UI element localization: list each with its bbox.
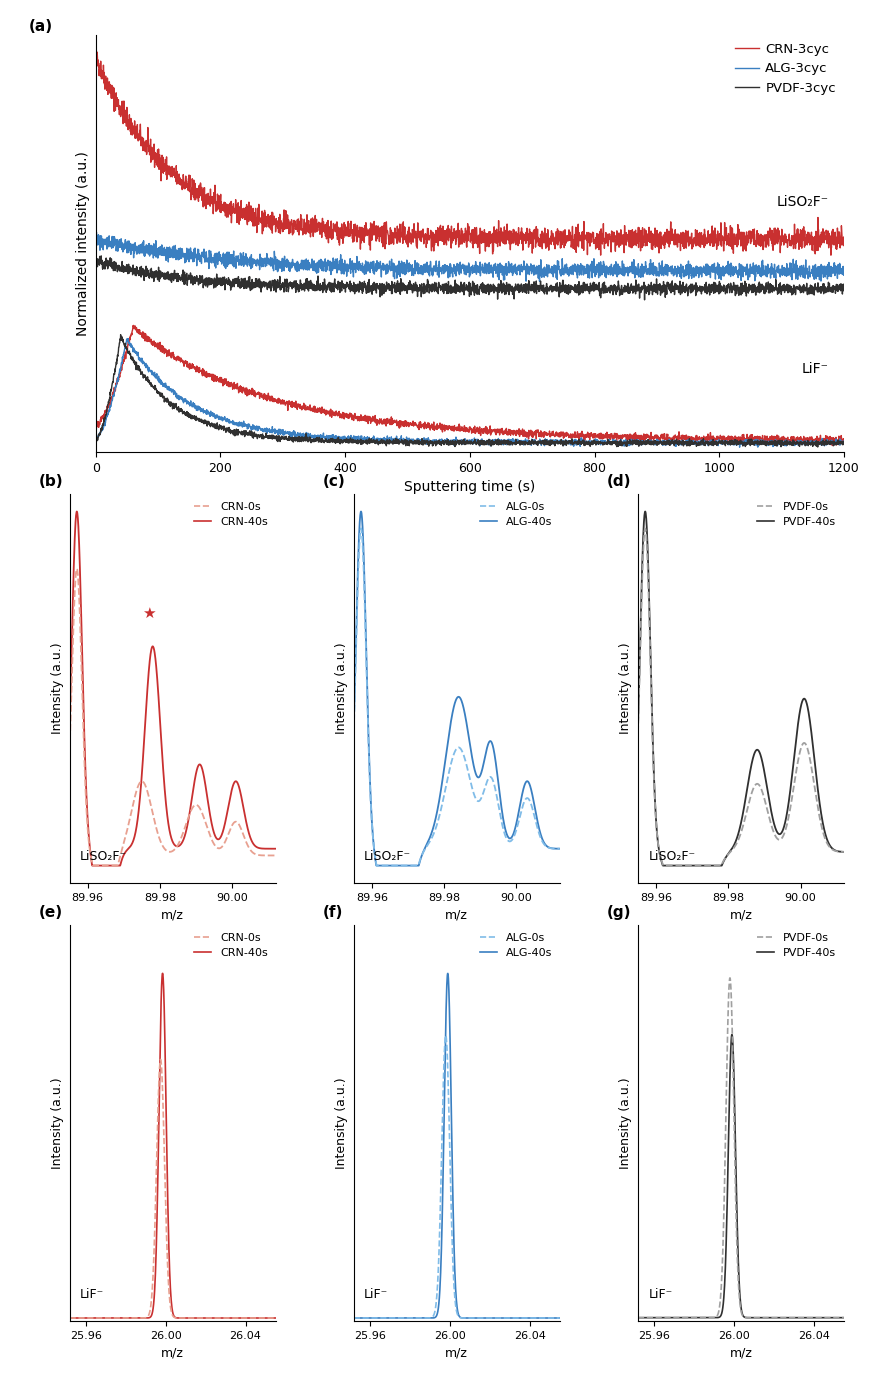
CRN-3cyc [377, 238, 388, 255]
Text: (e): (e) [38, 906, 63, 919]
Text: (f): (f) [322, 906, 343, 919]
ALG-3cyc [176, 242, 186, 259]
Text: LiSO₂F⁻: LiSO₂F⁻ [363, 850, 411, 862]
Text: (d): (d) [607, 474, 631, 490]
X-axis label: Sputtering time (s): Sputtering time (s) [404, 480, 534, 494]
CRN-3cyc [90, 46, 101, 63]
PVDF-3cyc [96, 248, 106, 264]
Text: (a): (a) [29, 18, 52, 33]
PVDF-3cyc [90, 256, 101, 273]
ALG-3cyc [824, 262, 834, 278]
Text: (b): (b) [38, 474, 63, 490]
CRN-3cyc [743, 228, 753, 245]
ALG-3cyc [409, 266, 420, 282]
CRN-3cyc [823, 234, 833, 250]
X-axis label: m/z: m/z [445, 908, 468, 922]
Y-axis label: Intensity (a.u.): Intensity (a.u.) [51, 1078, 64, 1168]
Legend: CRN-0s, CRN-40s: CRN-0s, CRN-40s [189, 497, 272, 531]
CRN-3cyc [409, 230, 420, 246]
Text: (c): (c) [322, 474, 345, 490]
Text: LiF⁻: LiF⁻ [647, 1288, 672, 1301]
PVDF-3cyc [377, 277, 388, 294]
PVDF-3cyc [838, 278, 848, 295]
Text: ★: ★ [142, 606, 156, 620]
Text: LiF⁻: LiF⁻ [363, 1288, 388, 1301]
CRN-3cyc [825, 246, 835, 263]
Text: LiSO₂F⁻: LiSO₂F⁻ [776, 195, 828, 209]
Line: CRN-3cyc: CRN-3cyc [96, 51, 843, 255]
X-axis label: m/z: m/z [729, 1346, 752, 1360]
Y-axis label: Intensity (a.u.): Intensity (a.u.) [619, 1078, 632, 1168]
PVDF-3cyc [409, 275, 420, 292]
ALG-3cyc [220, 260, 230, 277]
Y-axis label: Intensity (a.u.): Intensity (a.u.) [619, 643, 632, 734]
ALG-3cyc [534, 273, 544, 289]
Line: PVDF-3cyc: PVDF-3cyc [96, 256, 843, 300]
Text: (g): (g) [607, 906, 631, 919]
Legend: CRN-0s, CRN-40s: CRN-0s, CRN-40s [189, 928, 272, 963]
ALG-3cyc [91, 224, 102, 241]
Line: ALG-3cyc: ALG-3cyc [96, 232, 843, 281]
PVDF-3cyc [176, 270, 186, 287]
CRN-3cyc [220, 196, 230, 213]
PVDF-3cyc [824, 281, 834, 298]
Y-axis label: Intensity (a.u.): Intensity (a.u.) [335, 643, 348, 734]
PVDF-3cyc [743, 275, 753, 292]
Legend: PVDF-0s, PVDF-40s: PVDF-0s, PVDF-40s [753, 497, 839, 531]
CRN-3cyc [838, 231, 848, 248]
Text: LiF⁻: LiF⁻ [801, 362, 828, 376]
Y-axis label: Intensity (a.u.): Intensity (a.u.) [51, 643, 64, 734]
CRN-3cyc [176, 175, 186, 192]
Legend: ALG-0s, ALG-40s: ALG-0s, ALG-40s [475, 497, 556, 531]
X-axis label: m/z: m/z [161, 908, 183, 922]
Text: LiF⁻: LiF⁻ [80, 1288, 104, 1301]
Text: LiSO₂F⁻: LiSO₂F⁻ [80, 850, 127, 862]
X-axis label: m/z: m/z [729, 908, 752, 922]
ALG-3cyc [377, 255, 388, 271]
Legend: PVDF-0s, PVDF-40s: PVDF-0s, PVDF-40s [753, 928, 839, 963]
Y-axis label: Normalized intensity (a.u.): Normalized intensity (a.u.) [76, 152, 90, 335]
Legend: ALG-0s, ALG-40s: ALG-0s, ALG-40s [475, 928, 556, 963]
PVDF-3cyc [639, 292, 649, 309]
Legend: CRN-3cyc, ALG-3cyc, PVDF-3cyc: CRN-3cyc, ALG-3cyc, PVDF-3cyc [729, 38, 840, 100]
Y-axis label: Intensity (a.u.): Intensity (a.u.) [335, 1078, 348, 1168]
ALG-3cyc [90, 238, 101, 255]
PVDF-3cyc [220, 274, 230, 291]
ALG-3cyc [838, 267, 848, 284]
Text: LiSO₂F⁻: LiSO₂F⁻ [647, 850, 694, 862]
X-axis label: m/z: m/z [445, 1346, 468, 1360]
X-axis label: m/z: m/z [161, 1346, 183, 1360]
CRN-3cyc [91, 43, 102, 60]
ALG-3cyc [743, 263, 753, 280]
